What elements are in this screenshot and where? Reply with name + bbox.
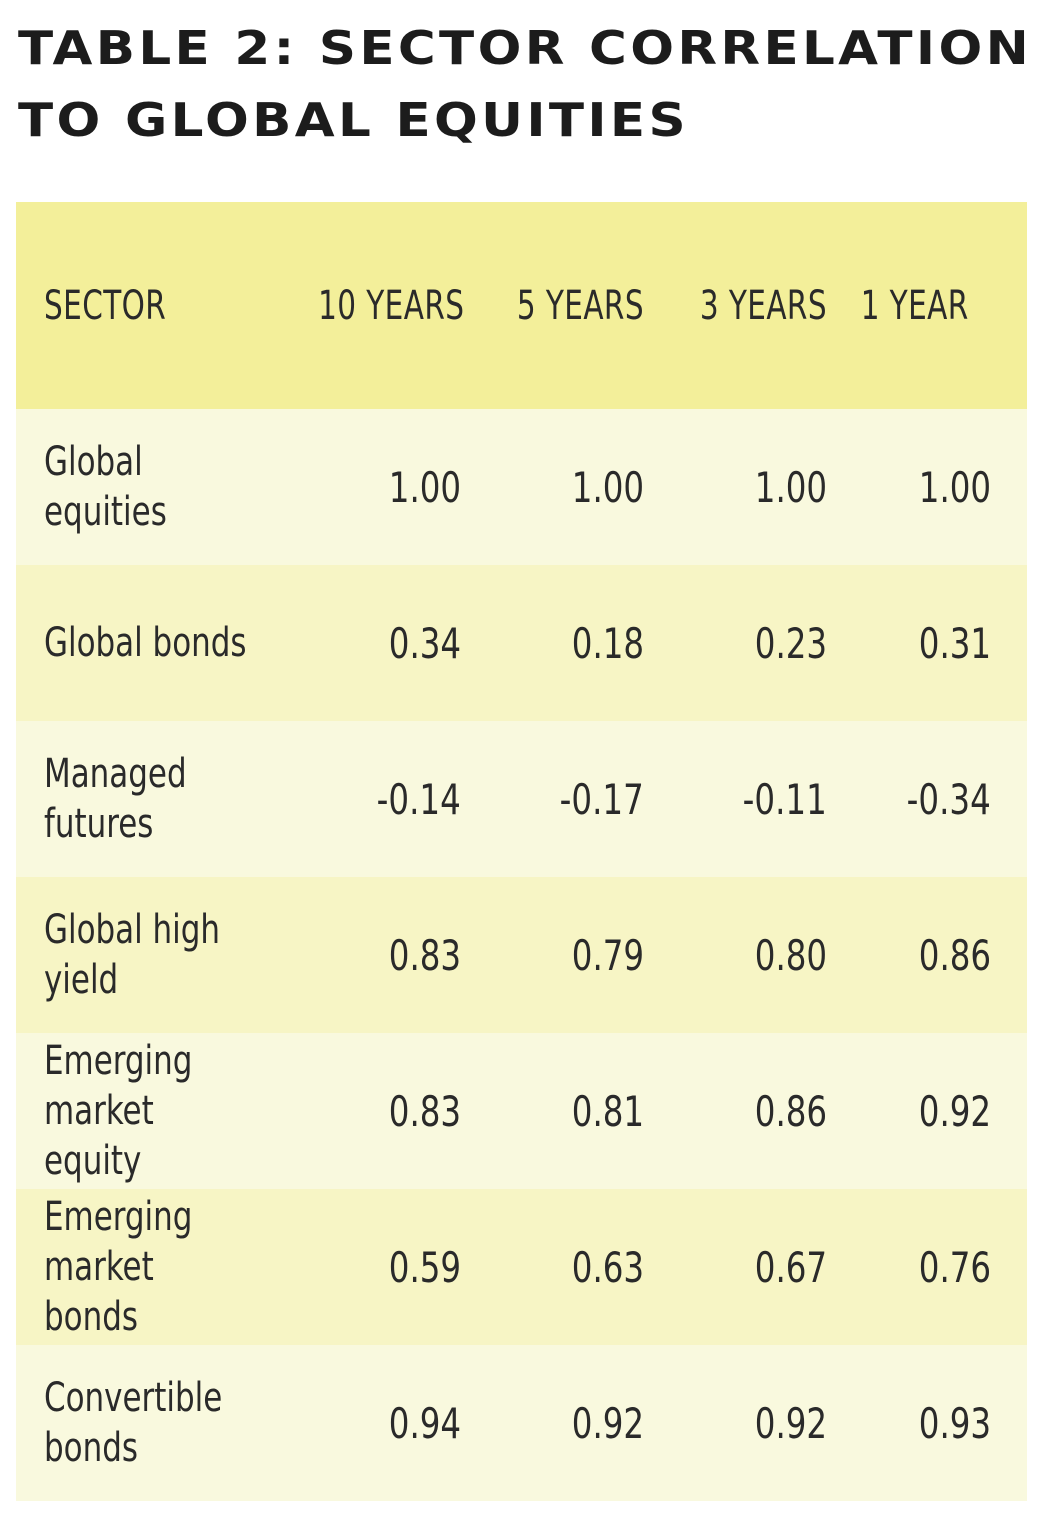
correlation-value: 0.92 <box>571 1398 644 1448</box>
value-cell-3-years: 0.92 <box>644 1399 827 1448</box>
value-cell-1-year: 1.00 <box>827 463 1009 512</box>
value-cell-3-years: 0.80 <box>644 931 827 980</box>
value-cell-10-years: 0.94 <box>286 1399 461 1448</box>
table-row: Managed futures -0.14 -0.17 -0.11 -0.34 <box>16 721 1027 877</box>
value-cell-5-years: 0.63 <box>461 1243 644 1292</box>
value-cell-10-years: 0.34 <box>286 619 461 668</box>
correlation-table: SECTOR 10 YEARS 5 YEARS 3 YEARS 1 YEAR G… <box>16 202 1027 1501</box>
correlation-value: 0.76 <box>918 1242 991 1292</box>
correlation-value: -0.11 <box>742 774 827 824</box>
table-header-row: SECTOR 10 YEARS 5 YEARS 3 YEARS 1 YEAR <box>16 202 1027 409</box>
correlation-value: 0.86 <box>918 930 991 980</box>
header-cell-5-years: 5 YEARS <box>516 282 644 329</box>
sector-label: Global bonds <box>44 620 247 666</box>
correlation-value: 0.86 <box>754 1086 827 1136</box>
value-cell-3-years: 0.86 <box>644 1087 827 1136</box>
value-cell-5-years: 0.81 <box>461 1087 644 1136</box>
correlation-value: 0.92 <box>918 1086 991 1136</box>
correlation-value: 0.67 <box>754 1242 827 1292</box>
header-cell-3-years: 3 YEARS <box>699 282 827 329</box>
value-cell-1-year: 0.31 <box>827 619 1009 668</box>
value-cell-3-years: 0.23 <box>644 619 827 668</box>
table-row: Global equities 1.00 1.00 1.00 1.00 <box>16 409 1027 565</box>
correlation-value: 1.00 <box>571 462 644 512</box>
sector-label: Global equities <box>44 439 167 535</box>
sector-label: Emerging market bonds <box>44 1194 193 1340</box>
value-cell-1-year: 0.93 <box>827 1399 1009 1448</box>
value-cell-10-years: 0.83 <box>286 931 461 980</box>
value-cell-3-years: 1.00 <box>644 463 827 512</box>
correlation-value: -0.17 <box>559 774 644 824</box>
sector-label: Managed futures <box>44 751 187 847</box>
sector-label: Convertible bonds <box>44 1375 223 1471</box>
value-cell-5-years: 0.79 <box>461 931 644 980</box>
correlation-value: 0.59 <box>388 1242 461 1292</box>
correlation-value: 0.23 <box>754 618 827 668</box>
value-cell-10-years: 1.00 <box>286 463 461 512</box>
header-cell-10-years: 10 YEARS <box>318 282 465 329</box>
sector-cell: Global equities <box>16 437 286 537</box>
sector-cell: Global bonds <box>16 618 286 668</box>
correlation-value: 1.00 <box>388 462 461 512</box>
sector-cell: Managed futures <box>16 749 286 849</box>
table-body: Global equities 1.00 1.00 1.00 1.00 Global bo… <box>16 409 1027 1501</box>
correlation-value: 0.18 <box>571 618 644 668</box>
sector-label: Emerging market equity <box>44 1038 193 1184</box>
correlation-value: 0.31 <box>918 618 991 668</box>
table-row: Convertible bonds 0.94 0.92 0.92 0.93 <box>16 1345 1027 1501</box>
value-cell-1-year: 0.76 <box>827 1243 1009 1292</box>
sector-cell: Global high yield <box>16 905 286 1005</box>
value-cell-1-year: -0.34 <box>827 775 1009 824</box>
value-cell-5-years: 0.18 <box>461 619 644 668</box>
header-cell-1-year: 1 YEAR <box>861 282 969 329</box>
correlation-value: 1.00 <box>918 462 991 512</box>
value-cell-10-years: 0.59 <box>286 1243 461 1292</box>
table-title-line-2: TO GLOBAL EQUITIES <box>18 93 689 147</box>
value-cell-5-years: -0.17 <box>461 775 644 824</box>
correlation-value: -0.34 <box>906 774 991 824</box>
correlation-value: 0.63 <box>571 1242 644 1292</box>
table-title-line-1: TABLE 2: SECTOR CORRELATION <box>18 21 1033 75</box>
correlation-value: 1.00 <box>754 462 827 512</box>
sector-cell: Convertible bonds <box>16 1373 286 1473</box>
value-cell-1-year: 0.92 <box>827 1087 1009 1136</box>
table-row: Emerging market equity 0.83 0.81 0.86 0.92 <box>16 1033 1027 1189</box>
sector-cell: Emerging market bonds <box>16 1192 286 1342</box>
value-cell-5-years: 0.92 <box>461 1399 644 1448</box>
correlation-value: 0.80 <box>754 930 827 980</box>
table-title: TABLE 2: SECTOR CORRELATION TO GLOBAL EQ… <box>18 12 1029 156</box>
value-cell-3-years: -0.11 <box>644 775 827 824</box>
correlation-value: 0.83 <box>388 930 461 980</box>
value-cell-10-years: -0.14 <box>286 775 461 824</box>
table-row: Global bonds 0.34 0.18 0.23 0.31 <box>16 565 1027 721</box>
correlation-value: -0.14 <box>376 774 461 824</box>
value-cell-3-years: 0.67 <box>644 1243 827 1292</box>
correlation-value: 0.81 <box>571 1086 644 1136</box>
correlation-value: 0.92 <box>754 1398 827 1448</box>
table-row: Emerging market bonds 0.59 0.63 0.67 0.76 <box>16 1189 1027 1345</box>
sector-label: Global high yield <box>44 907 221 1003</box>
correlation-value: 0.93 <box>918 1398 991 1448</box>
sector-cell: Emerging market equity <box>16 1036 286 1186</box>
value-cell-5-years: 1.00 <box>461 463 644 512</box>
correlation-value: 0.83 <box>388 1086 461 1136</box>
correlation-value: 0.79 <box>571 930 644 980</box>
value-cell-10-years: 0.83 <box>286 1087 461 1136</box>
correlation-value: 0.34 <box>388 618 461 668</box>
correlation-value: 0.94 <box>388 1398 461 1448</box>
table-row: Global high yield 0.83 0.79 0.80 0.86 <box>16 877 1027 1033</box>
header-cell-sector: SECTOR <box>44 282 167 329</box>
value-cell-1-year: 0.86 <box>827 931 1009 980</box>
